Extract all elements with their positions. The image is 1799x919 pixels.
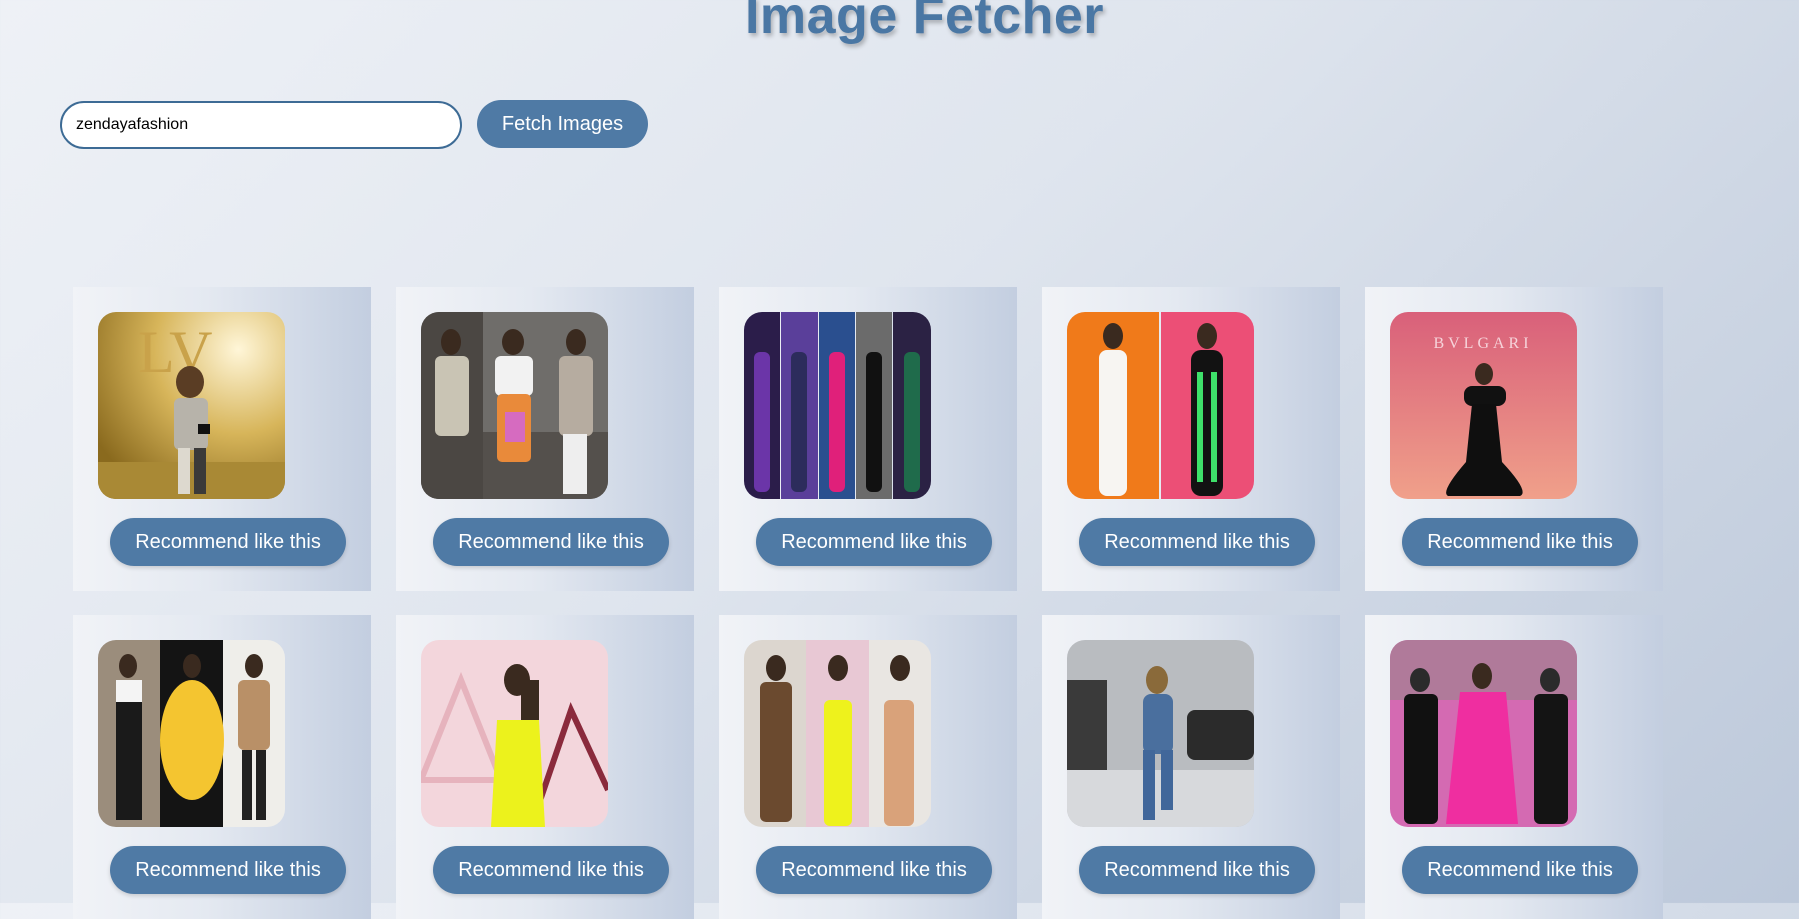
recommend-button[interactable]: Recommend like this [110,846,346,894]
photo-street-icon [1067,640,1254,827]
recommend-button[interactable]: Recommend like this [756,846,992,894]
image-card: Recommend like this [719,615,1017,919]
image-card: Recommend like this [719,287,1017,591]
image-card: BVLGARI Recommend like this [1365,287,1663,591]
recommend-button[interactable]: Recommend like this [110,518,346,566]
fetch-images-button[interactable]: Fetch Images [477,100,648,148]
fashion-photo[interactable] [744,312,931,499]
image-card: Recommend like this [396,287,694,591]
photo-strips-icon [744,312,931,499]
fashion-photo[interactable] [1067,640,1254,827]
fashion-photo[interactable]: BVLGARI [1390,312,1577,499]
recommend-button[interactable]: Recommend like this [1402,518,1638,566]
search-input[interactable] [60,101,462,149]
recommend-button[interactable]: Recommend like this [1079,518,1315,566]
svg-text:BVLGARI: BVLGARI [1433,335,1532,352]
image-card: Recommend like this [396,615,694,919]
page-title: Image Fetcher [744,0,1105,45]
fashion-photo[interactable] [744,640,931,827]
photo-collage-icon [98,640,285,827]
image-card: LV Recommend like this [73,287,371,591]
fashion-photo[interactable] [1390,640,1577,827]
image-card: Recommend like this [1042,287,1340,591]
fashion-photo[interactable] [421,312,608,499]
recommend-button[interactable]: Recommend like this [1079,846,1315,894]
image-card: Recommend like this [1365,615,1663,919]
recommend-button[interactable]: Recommend like this [1402,846,1638,894]
photo-collage-icon [421,312,608,499]
fashion-photo[interactable] [1067,312,1254,499]
fashion-photo[interactable] [421,640,608,827]
fashion-photo[interactable]: LV [98,312,285,499]
photo-pink-suit-icon [1390,640,1577,827]
recommend-button[interactable]: Recommend like this [433,846,669,894]
recommend-button[interactable]: Recommend like this [756,518,992,566]
photo-gold-backdrop-icon: LV [98,312,285,499]
image-card: Recommend like this [1042,615,1340,919]
photo-collage-icon [744,640,931,827]
fashion-photo[interactable] [98,640,285,827]
photo-split-icon [1067,312,1254,499]
image-card: Recommend like this [73,615,371,919]
photo-yellow-dress-icon [421,640,608,827]
photo-pink-backdrop-icon: BVLGARI [1390,312,1577,499]
recommend-button[interactable]: Recommend like this [433,518,669,566]
